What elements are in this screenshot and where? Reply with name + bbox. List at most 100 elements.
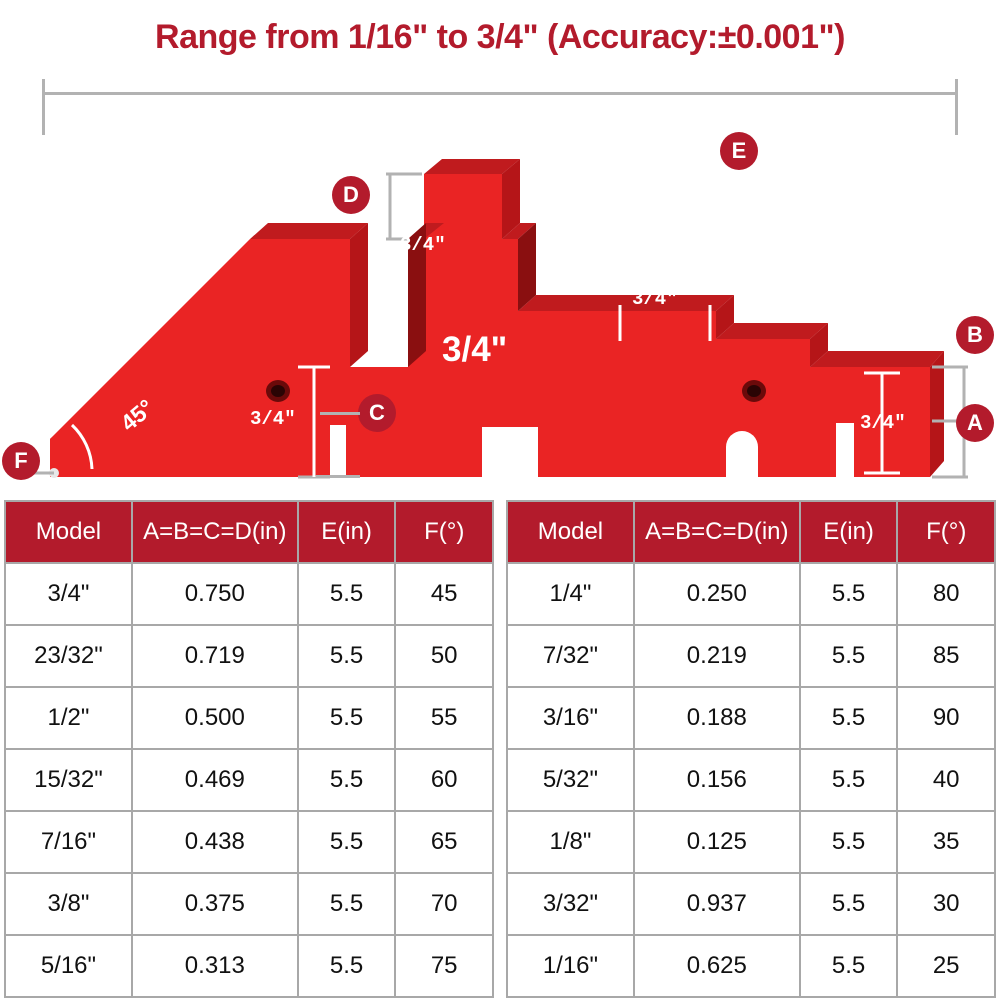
table-cell: 5.5 — [298, 873, 396, 935]
table-cell: 0.937 — [634, 873, 800, 935]
c-lead-line — [320, 412, 360, 415]
spec-table-right: Model A=B=C=D(in) E(in) F(°) 1/4"0.2505.… — [506, 500, 996, 998]
table-cell: 0.438 — [132, 811, 298, 873]
table-cell: 75 — [395, 935, 493, 997]
table-cell: 15/32" — [5, 749, 132, 811]
table-cell: 0.313 — [132, 935, 298, 997]
th-abcd: A=B=C=D(in) — [634, 501, 800, 563]
table-cell: 7/16" — [5, 811, 132, 873]
table-cell: 5.5 — [800, 749, 898, 811]
table-row: 1/2"0.5005.555 — [5, 687, 493, 749]
top-face-1 — [250, 223, 368, 239]
table-cell: 1/8" — [507, 811, 634, 873]
table-cell: 5.5 — [800, 687, 898, 749]
page-title: Range from 1/16" to 3/4" (Accuracy:±0.00… — [0, 18, 1000, 57]
table-cell: 1/4" — [507, 563, 634, 625]
table-cell: 55 — [395, 687, 493, 749]
top-face-6 — [716, 323, 828, 339]
table-row: 5/32"0.1565.540 — [507, 749, 995, 811]
table-cell: 3/8" — [5, 873, 132, 935]
table-cell: 70 — [395, 873, 493, 935]
table-cell: 5.5 — [298, 749, 396, 811]
table-cell: 5.5 — [800, 563, 898, 625]
table-cell: 85 — [897, 625, 995, 687]
table-cell: 0.156 — [634, 749, 800, 811]
table-cell: 0.469 — [132, 749, 298, 811]
spec-table-left: Model A=B=C=D(in) E(in) F(°) 3/4"0.7505.… — [4, 500, 494, 998]
table-row: 3/8"0.3755.570 — [5, 873, 493, 935]
badge-c: C — [358, 394, 396, 432]
table-row: 3/16"0.1885.590 — [507, 687, 995, 749]
table-cell: 3/32" — [507, 873, 634, 935]
th-abcd: A=B=C=D(in) — [132, 501, 298, 563]
dim-a: 3/4" — [860, 412, 906, 434]
table-row: 23/32"0.7195.550 — [5, 625, 493, 687]
e-bracket-right — [955, 79, 958, 135]
table-cell: 0.375 — [132, 873, 298, 935]
dim-topright: 3/4" — [632, 288, 678, 310]
table-cell: 0.625 — [634, 935, 800, 997]
table-cell: 35 — [897, 811, 995, 873]
th-e: E(in) — [800, 501, 898, 563]
table-row: 7/16"0.4385.565 — [5, 811, 493, 873]
th-f: F(°) — [395, 501, 493, 563]
table-cell: 90 — [897, 687, 995, 749]
table-cell: 0.500 — [132, 687, 298, 749]
table-cell: 3/4" — [5, 563, 132, 625]
table-cell: 30 — [897, 873, 995, 935]
table-cell: 3/16" — [507, 687, 634, 749]
table-row: 15/32"0.4695.560 — [5, 749, 493, 811]
badge-a: A — [956, 404, 994, 442]
badge-d: D — [332, 176, 370, 214]
badge-b: B — [956, 316, 994, 354]
table-cell: 5/16" — [5, 935, 132, 997]
e-bracket-left — [42, 79, 45, 135]
table-cell: 5.5 — [800, 935, 898, 997]
table-cell: 5.5 — [800, 625, 898, 687]
table-cell: 0.750 — [132, 563, 298, 625]
th-model: Model — [507, 501, 634, 563]
table-cell: 23/32" — [5, 625, 132, 687]
badge-f: F — [2, 442, 40, 480]
dim-d: 3/4" — [400, 234, 446, 256]
table-cell: 40 — [897, 749, 995, 811]
top-face-5 — [518, 295, 734, 311]
top-face-7 — [810, 351, 944, 367]
table-cell: 60 — [395, 749, 493, 811]
table-cell: 80 — [897, 563, 995, 625]
table-cell: 50 — [395, 625, 493, 687]
table-cell: 45 — [395, 563, 493, 625]
gauge-diagram: E — [0, 74, 1000, 494]
c-lead-line2 — [316, 475, 360, 478]
table-row: 3/4"0.7505.545 — [5, 563, 493, 625]
table-cell: 0.188 — [634, 687, 800, 749]
table-cell: 5/32" — [507, 749, 634, 811]
table-cell: 5.5 — [800, 873, 898, 935]
th-model: Model — [5, 501, 132, 563]
side-face-1 — [930, 351, 944, 477]
table-cell: 5.5 — [298, 625, 396, 687]
table-row: 7/32"0.2195.585 — [507, 625, 995, 687]
th-f: F(°) — [897, 501, 995, 563]
table-cell: 5.5 — [298, 687, 396, 749]
gauge-svg — [30, 129, 970, 489]
e-bracket-top — [42, 92, 958, 95]
table-row: 3/32"0.9375.530 — [507, 873, 995, 935]
table-cell: 25 — [897, 935, 995, 997]
table-cell: 65 — [395, 811, 493, 873]
table-cell: 0.125 — [634, 811, 800, 873]
table-cell: 0.219 — [634, 625, 800, 687]
table-row: 1/16"0.6255.525 — [507, 935, 995, 997]
th-e: E(in) — [298, 501, 396, 563]
table-cell: 1/16" — [507, 935, 634, 997]
table-row: 5/16"0.3135.575 — [5, 935, 493, 997]
table-cell: 5.5 — [298, 935, 396, 997]
side-face-3 — [350, 223, 368, 367]
table-cell: 0.250 — [634, 563, 800, 625]
table-cell: 5.5 — [800, 811, 898, 873]
table-row: 1/8"0.1255.535 — [507, 811, 995, 873]
table-cell: 5.5 — [298, 563, 396, 625]
dim-c: 3/4" — [250, 408, 296, 430]
table-cell: 7/32" — [507, 625, 634, 687]
gauge-center-label: 3/4" — [442, 330, 507, 370]
